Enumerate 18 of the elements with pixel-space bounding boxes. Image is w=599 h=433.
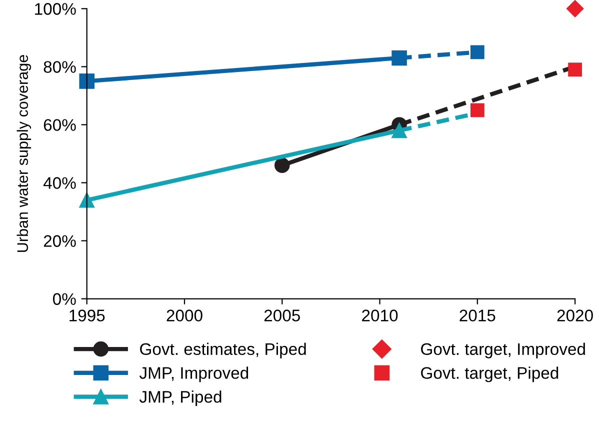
legend-label: JMP, Improved <box>139 366 248 382</box>
x-tick-label: 2005 <box>264 310 300 322</box>
x-tick-label: 1995 <box>70 310 105 322</box>
x-tick-label: 2000 <box>166 310 202 322</box>
y-tick-label: 80% <box>44 61 76 73</box>
y-tick-label: 60% <box>44 119 76 131</box>
y-tick-label: 20% <box>44 235 76 247</box>
x-tick-label: 2020 <box>557 310 593 322</box>
x-tick-label: 2010 <box>362 310 398 322</box>
y-axis-title: Urban water supply coverage <box>16 55 32 252</box>
legend-label: Govt. target, Piped <box>421 366 558 382</box>
legend-label: Govt. target, Improved <box>421 342 585 358</box>
legend-label: Govt. estimates, Piped <box>140 342 306 358</box>
y-tick-label: 0% <box>53 293 76 305</box>
y-tick-label: 100% <box>35 3 76 15</box>
y-tick-label: 40% <box>43 177 76 189</box>
x-tick-label: 2015 <box>460 310 496 322</box>
legend-label: JMP, Piped <box>139 390 222 406</box>
